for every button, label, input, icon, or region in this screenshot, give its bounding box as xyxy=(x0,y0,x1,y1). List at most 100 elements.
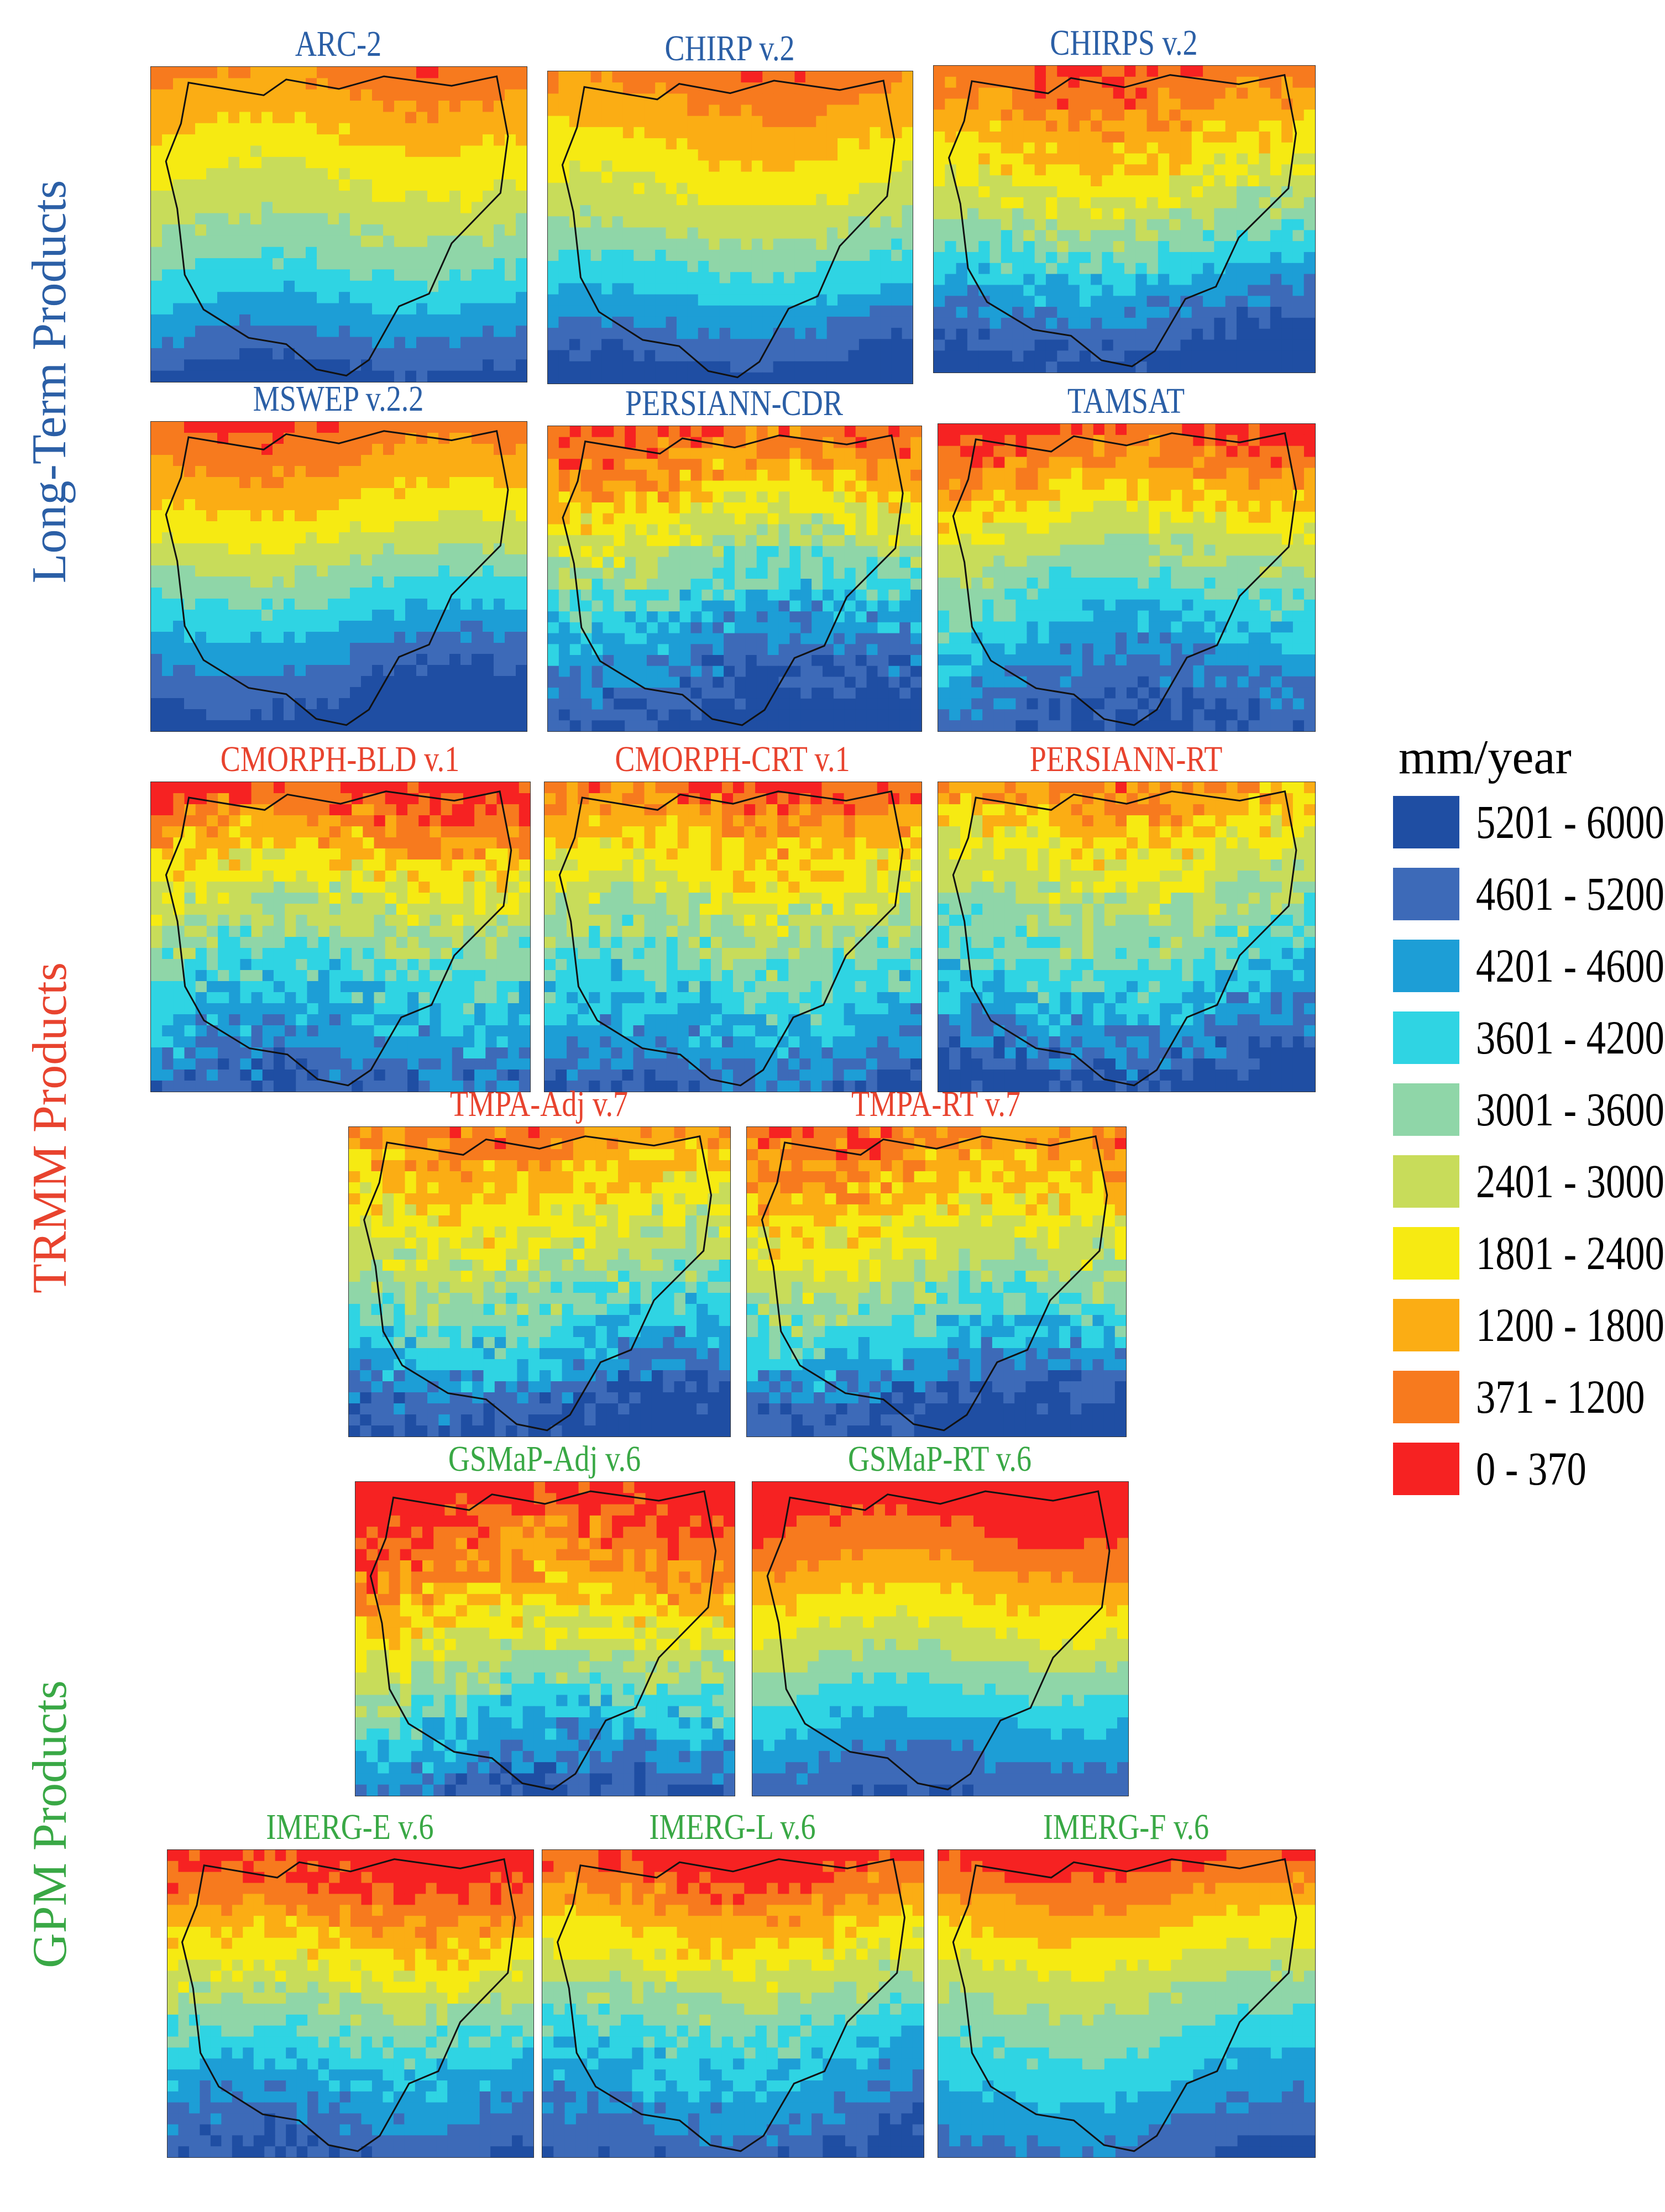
rainfall-cell xyxy=(601,350,613,362)
rainfall-cell xyxy=(633,350,645,362)
rainfall-cell xyxy=(449,168,461,180)
rainfall-cell xyxy=(449,532,461,544)
rainfall-cell xyxy=(612,82,624,94)
rainfall-cell xyxy=(184,213,196,225)
rainfall-cell xyxy=(1034,361,1046,373)
rainfall-cell xyxy=(494,190,505,202)
rainfall-cell xyxy=(1113,263,1125,275)
rainfall-cell xyxy=(811,448,823,459)
rainfall-cell xyxy=(494,698,505,710)
rainfall-cell xyxy=(1281,263,1294,275)
rainfall-cell xyxy=(826,71,838,83)
rainfall-cell xyxy=(438,422,450,433)
rainfall-cell xyxy=(676,339,688,351)
rainfall-cell xyxy=(978,131,991,143)
rainfall-cell xyxy=(449,554,461,566)
rainfall-cell xyxy=(516,709,527,721)
rainfall-cell xyxy=(848,227,860,239)
rainfall-cell xyxy=(317,698,328,710)
rainfall-cell xyxy=(250,654,262,665)
rainfall-cell xyxy=(217,610,229,621)
rainfall-cell xyxy=(1248,307,1260,318)
rainfall-cell xyxy=(690,688,702,699)
rainfall-cell xyxy=(273,314,284,326)
rainfall-cell xyxy=(1292,339,1305,351)
rainfall-cell xyxy=(590,138,602,150)
rainfall-cell xyxy=(612,160,624,172)
rainfall-cell xyxy=(1079,230,1091,242)
rainfall-cell xyxy=(690,720,702,731)
rainfall-cell xyxy=(416,720,428,731)
rainfall-cell xyxy=(910,655,921,667)
rainfall-cell xyxy=(910,720,921,731)
rainfall-cell xyxy=(690,644,702,656)
rainfall-cell xyxy=(789,579,801,590)
rainfall-cell xyxy=(709,160,720,172)
rainfall-cell xyxy=(833,480,845,492)
rainfall-cell xyxy=(971,490,983,501)
rainfall-cell xyxy=(612,350,624,362)
rainfall-cell xyxy=(945,164,957,176)
rainfall-cell xyxy=(823,665,834,678)
rainfall-cell xyxy=(394,698,406,710)
rainfall-cell xyxy=(724,698,735,710)
rainfall-cell xyxy=(306,477,317,489)
rainfall-cell xyxy=(494,433,505,444)
rainfall-cell xyxy=(494,665,505,677)
rainfall-cell xyxy=(902,350,913,362)
rainfall-cell xyxy=(625,459,636,470)
rainfall-cell xyxy=(295,422,306,433)
rainfall-cell xyxy=(1001,263,1013,275)
rainfall-cell xyxy=(580,502,593,514)
rainfall-cell xyxy=(383,370,395,382)
rainfall-cell xyxy=(713,480,724,492)
rainfall-cell xyxy=(1079,109,1091,121)
rainfall-cell xyxy=(162,610,174,621)
rainfall-cell xyxy=(569,238,580,250)
rainfall-cell xyxy=(372,455,384,466)
rainfall-cell xyxy=(967,361,979,373)
rainfall-cell xyxy=(383,720,395,731)
rainfall-cell xyxy=(1057,175,1069,187)
rainfall-cell xyxy=(858,339,870,351)
rainfall-cell xyxy=(548,372,559,384)
rainfall-cell xyxy=(751,205,763,217)
rainfall-cell xyxy=(1023,120,1035,132)
rainfall-cell xyxy=(516,179,527,191)
rainfall-cell xyxy=(1124,339,1136,351)
rainfall-cell xyxy=(603,688,614,699)
rainfall-cell xyxy=(1102,175,1114,187)
rainfall-cell xyxy=(1281,434,1294,447)
rainfall-cell xyxy=(794,238,806,250)
rainfall-cell xyxy=(622,350,634,362)
rainfall-cell xyxy=(472,359,483,371)
rainfall-cell xyxy=(173,521,185,533)
rainfall-cell xyxy=(1204,457,1216,469)
rainfall-cell xyxy=(1057,142,1069,154)
rainfall-cell xyxy=(612,205,624,217)
rainfall-cell xyxy=(427,134,439,146)
rainfall-cell xyxy=(603,600,614,612)
rainfall-cell xyxy=(228,258,240,270)
rainfall-cell xyxy=(1214,230,1226,242)
rainfall-cell xyxy=(614,459,625,470)
rainfall-cell xyxy=(676,361,688,373)
rainfall-cell xyxy=(993,490,1005,501)
rainfall-cell xyxy=(295,224,306,236)
rainfall-cell xyxy=(569,294,580,306)
rainfall-cell xyxy=(823,459,834,470)
rainfall-cell xyxy=(934,328,945,340)
rainfall-cell xyxy=(273,370,284,382)
rainfall-cell xyxy=(877,633,889,644)
rainfall-cell xyxy=(1091,230,1103,242)
rainfall-cell xyxy=(666,305,677,317)
rainfall-cell xyxy=(383,477,395,489)
rainfall-cell xyxy=(713,513,724,525)
rainfall-cell xyxy=(317,202,328,214)
rainfall-cell xyxy=(778,491,790,503)
rainfall-cell xyxy=(676,116,688,128)
rainfall-cell xyxy=(866,459,878,470)
rainfall-cell xyxy=(899,535,911,547)
rainfall-cell xyxy=(837,71,849,83)
rainfall-cell xyxy=(1248,274,1260,286)
